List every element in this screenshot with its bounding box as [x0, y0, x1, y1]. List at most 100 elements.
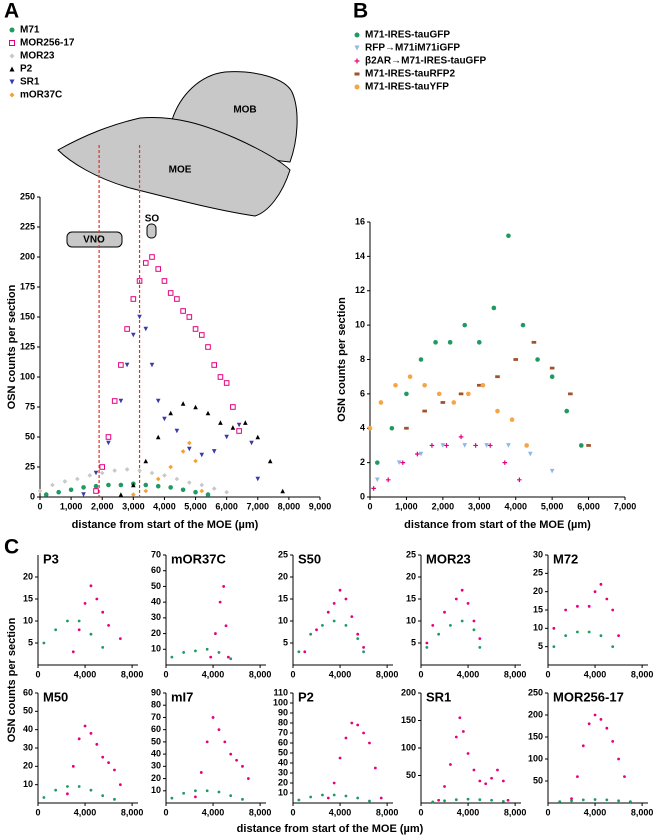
point [449, 763, 452, 766]
point [451, 400, 457, 405]
legend-label: RFP→M71iM71iGFP [365, 43, 460, 54]
point [162, 473, 167, 478]
point [211, 362, 218, 368]
point [404, 391, 409, 397]
point [75, 476, 80, 482]
point [124, 362, 130, 368]
legend-label: P2 [20, 64, 33, 75]
legend-label: MOR23 [20, 51, 55, 62]
y-tick-label: 5 [411, 637, 416, 647]
y-tick-label: 25 [278, 549, 288, 559]
point [205, 410, 211, 416]
point [236, 428, 242, 434]
point [54, 788, 58, 792]
point [174, 296, 180, 302]
point [180, 449, 186, 454]
x-tick-label: 0 [35, 669, 40, 679]
point [385, 477, 391, 483]
point [229, 794, 233, 798]
point [297, 650, 301, 654]
legend-marker [354, 72, 360, 76]
point [473, 443, 478, 448]
point [501, 779, 505, 783]
plot-title: M72 [553, 551, 578, 566]
y-tick-label: 70 [151, 549, 161, 559]
point [168, 410, 173, 416]
point [111, 398, 118, 404]
x-tick-label: 6,000 [577, 501, 600, 511]
point [356, 723, 360, 727]
point [332, 781, 336, 785]
x-tick-label: 8,000 [249, 669, 272, 679]
y-tick-label: 30 [151, 612, 161, 622]
point [167, 290, 174, 296]
point [124, 326, 130, 332]
y-tick-label: 70 [151, 712, 161, 722]
point [149, 470, 155, 476]
point [89, 731, 93, 735]
point [137, 314, 142, 320]
point [506, 443, 511, 448]
y-tick-label: 10 [23, 779, 33, 789]
point [586, 444, 591, 447]
x-axis-label: distance from start of the MOE (µm) [404, 519, 591, 531]
point [407, 374, 413, 379]
point [564, 608, 568, 612]
y-tick-label: 250 [20, 191, 35, 201]
point [187, 446, 192, 452]
point [143, 482, 149, 488]
x-tick-label: 4,000 [329, 807, 352, 817]
x-tick-label: 1,000 [395, 501, 418, 511]
point [326, 610, 330, 614]
point [224, 489, 229, 495]
point [458, 716, 462, 720]
y-tick-label: 150 [401, 715, 416, 725]
point [81, 492, 86, 497]
y-tick-label: 125 [20, 341, 35, 351]
point [460, 588, 464, 592]
x-axis-label: distance from start of the MOE (µm) [237, 823, 424, 835]
x-tick-label: 0 [418, 669, 423, 679]
point [605, 597, 609, 601]
y-tick-label: 0 [360, 491, 365, 501]
y-tick-label: 15 [23, 593, 33, 603]
point [309, 795, 313, 799]
point [400, 460, 406, 465]
point [130, 296, 137, 302]
point [495, 375, 500, 379]
x-tick-label: 9,000 [309, 501, 332, 511]
point [374, 477, 380, 483]
point [506, 233, 511, 239]
point [93, 483, 99, 489]
point [599, 718, 603, 721]
point [43, 492, 49, 497]
y-tick-label: 10 [278, 615, 288, 625]
y-tick-label: 20 [278, 777, 288, 787]
point [131, 492, 136, 497]
point [466, 797, 470, 801]
y-tick-label: 5 [283, 637, 288, 647]
annotation: VNO [83, 235, 105, 246]
x-tick-label: 4,000 [504, 501, 527, 511]
point [199, 482, 205, 488]
y-tick-label: 200 [401, 687, 416, 697]
point [431, 800, 435, 804]
point [118, 398, 124, 404]
point [131, 332, 136, 338]
point [309, 632, 313, 636]
point [501, 799, 505, 803]
plot-title: P3 [43, 551, 59, 566]
point [431, 624, 435, 627]
point [527, 451, 533, 457]
point [149, 362, 155, 368]
point [180, 487, 186, 493]
point [241, 797, 244, 801]
x-tick-label: 7,000 [614, 501, 637, 511]
point [443, 799, 446, 803]
x-tick-label: 0 [367, 501, 372, 511]
point [211, 486, 217, 491]
point [170, 655, 174, 659]
point [587, 722, 591, 726]
point [344, 794, 348, 798]
point [217, 728, 221, 732]
